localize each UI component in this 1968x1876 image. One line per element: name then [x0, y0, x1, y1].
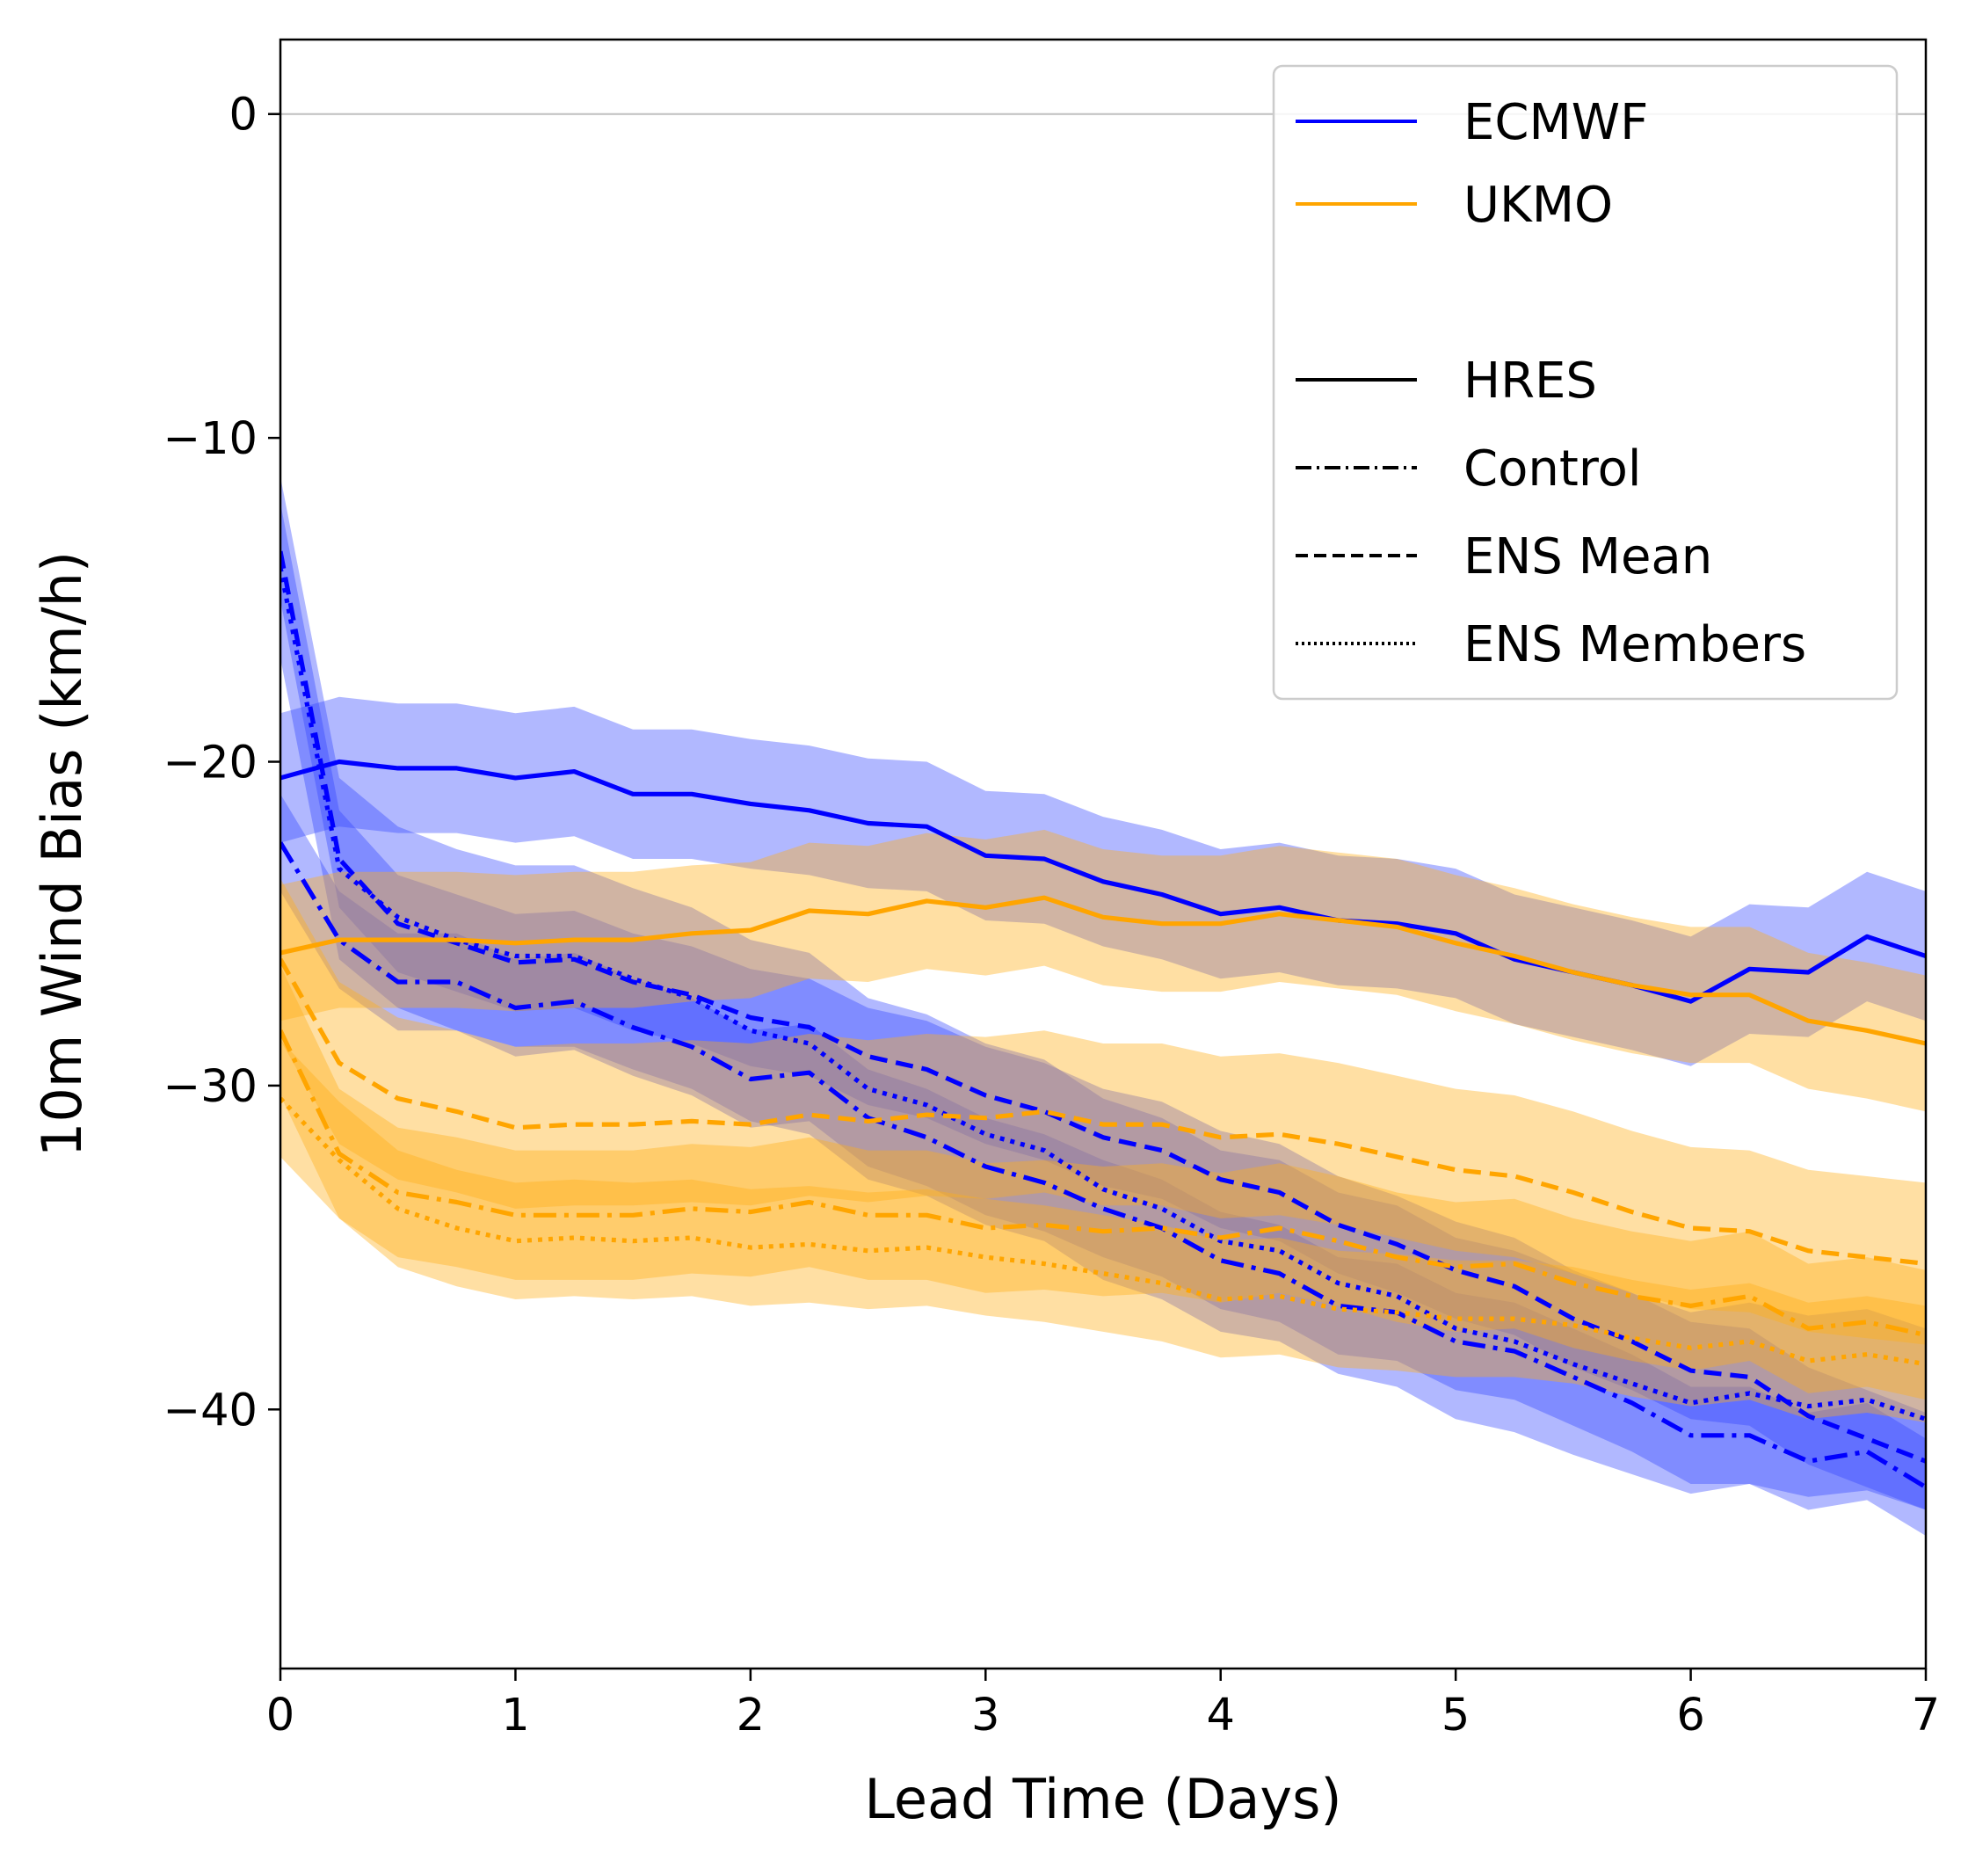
plot-frame [279, 38, 1928, 1670]
legend-label-control: Control [1463, 440, 1641, 498]
legend-box [1272, 64, 1899, 701]
line-ukmo-ens-mean [280, 957, 1926, 1267]
x-tick-label: 5 [1442, 1690, 1470, 1741]
y-tick-label: −30 [163, 1061, 258, 1113]
y-axis-ticks: 0 −10 −20 −30 −40 [163, 90, 280, 1436]
band-ecmwf-ens-members [280, 476, 1926, 1510]
band-ukmo-control [280, 965, 1926, 1400]
y-tick-label: −20 [163, 738, 258, 789]
x-axis-label: Lead Time (Days) [864, 1767, 1341, 1831]
x-tick-label: 3 [971, 1690, 999, 1741]
line-ecmwf-control [280, 841, 1926, 1489]
band-ecmwf-ens-mean [280, 502, 1926, 1510]
x-tick-label: 2 [737, 1690, 765, 1741]
legend-label-ukmo: UKMO [1463, 177, 1613, 234]
y-tick-label: −10 [163, 413, 258, 465]
band-ukmo-ens-mean [280, 878, 1926, 1345]
x-tick-label: 4 [1206, 1690, 1234, 1741]
line-ecmwf-ens-mean [280, 550, 1926, 1464]
legend-label-ens-members: ENS Members [1463, 616, 1806, 673]
x-tick-label: 0 [266, 1690, 294, 1741]
x-axis-ticks: 0 1 2 3 4 5 6 7 [266, 1669, 1940, 1741]
axes-frame [279, 38, 1928, 1670]
legend-label-hres: HRES [1463, 353, 1597, 410]
x-tick-label: 7 [1912, 1690, 1940, 1741]
y-axis-label: 10m Wind Bias (km/h) [30, 551, 94, 1157]
legend-label-ens-mean: ENS Mean [1463, 528, 1712, 585]
line-ecmwf-ens-members [280, 567, 1926, 1422]
x-tick-label: 6 [1676, 1690, 1704, 1741]
line-ukmo-hres [280, 895, 1926, 1046]
line-ukmo-control [280, 1029, 1926, 1338]
x-tick-label: 1 [501, 1690, 529, 1741]
uncertainty-bands [280, 476, 1926, 1536]
y-tick-label: 0 [229, 90, 258, 142]
band-ukmo-hres [280, 829, 1926, 1112]
series-lines [280, 550, 1926, 1489]
y-tick-label: −40 [163, 1385, 258, 1436]
legend-label-ecmwf: ECMWF [1463, 94, 1648, 151]
legend: ECMWF UKMO HRES Control ENS Mean ENS Members [1272, 64, 1899, 701]
